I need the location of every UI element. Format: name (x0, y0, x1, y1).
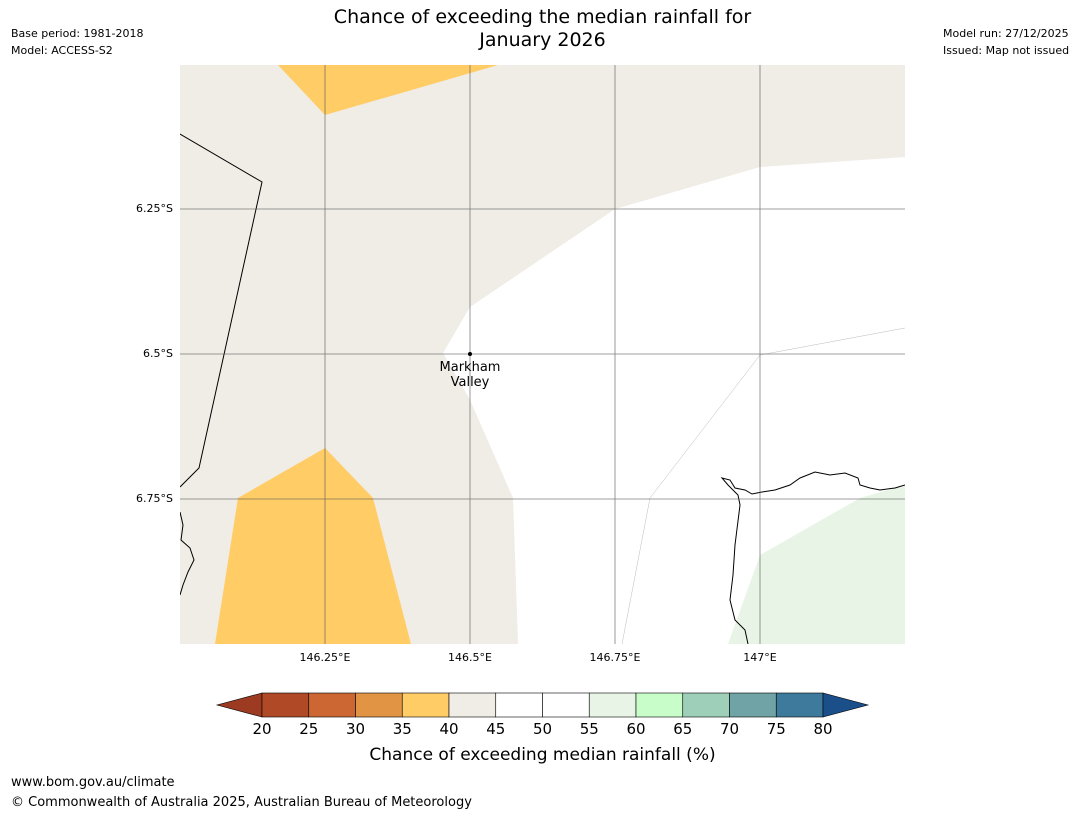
colorbar-tick-label: 80 (813, 720, 833, 738)
lat-label: 6.25°S (136, 202, 173, 215)
lon-label: 147°E (743, 651, 777, 664)
colorbar-tick-label: 75 (766, 720, 786, 738)
region-35-40-north (278, 65, 498, 115)
colorbar-tick-label: 65 (673, 720, 693, 738)
colorbar-segment (355, 692, 403, 718)
place-marker (468, 352, 472, 356)
coastline-east (720, 471, 905, 644)
colorbar-tick-label: 50 (532, 720, 553, 738)
region-45-55 (443, 157, 905, 644)
colorbar-tick-label: 30 (345, 720, 366, 738)
colorbar-segment (401, 692, 450, 718)
colorbar-extend-low (215, 692, 263, 718)
lon-label: 146.5°E (448, 651, 492, 664)
colorbar-tick-label: 70 (719, 720, 740, 738)
page-title: Chance of exceeding the median rainfall … (0, 6, 1085, 52)
model-name: Model: ACCESS-S2 (11, 44, 113, 57)
lon-label: 146.75°E (589, 651, 641, 664)
colorbar-tick-label: 35 (392, 720, 412, 738)
colorbar-segment (588, 692, 637, 718)
header-info-left: Base period: 1981-2018 Model: ACCESS-S2 (11, 25, 143, 59)
place-label: Markham Valley (425, 360, 515, 390)
title-line-1: Chance of exceeding the median rainfall … (333, 6, 752, 28)
lat-label: 6.5°S (143, 347, 173, 360)
base-period: Base period: 1981-2018 (11, 27, 144, 40)
colorbar-segment (682, 692, 730, 718)
colorbar-title: Chance of exceeding median rainfall (%) (369, 745, 716, 765)
colorbar-tick-label: 55 (579, 720, 599, 738)
colorbar-tick-label: 40 (439, 720, 459, 738)
colorbar-tick-label: 20 (252, 720, 272, 738)
colorbar-tick-label: 45 (486, 720, 506, 738)
model-run: Model run: 27/12/2025 (943, 27, 1069, 40)
place-label-line-2: Valley (450, 375, 490, 390)
place-label-line-1: Markham (439, 360, 501, 375)
region-55-60 (728, 485, 905, 644)
lat-label: 6.75°S (136, 492, 173, 505)
footer-url[interactable]: www.bom.gov.au/climate (11, 775, 175, 790)
colorbar-tick-label: 60 (626, 720, 646, 738)
colorbar-segment (495, 692, 543, 718)
colorbar-segment (775, 692, 824, 718)
colorbar-segment (729, 692, 777, 718)
title-line-2: January 2026 (479, 29, 606, 51)
colorbar-extend-high (822, 692, 870, 718)
colorbar-tick-label: 25 (299, 720, 319, 738)
coastline-west (180, 511, 195, 596)
contour-line (621, 327, 905, 644)
colorbar (215, 692, 870, 718)
colorbar-segment (261, 692, 310, 718)
issued-status: Issued: Map not issued (943, 44, 1070, 57)
colorbar-segment (635, 692, 684, 718)
region-35-40-south (215, 448, 411, 644)
colorbar-segment (308, 692, 356, 718)
header-info-right: Model run: 27/12/2025 Issued: Map not is… (943, 25, 1069, 59)
lon-label: 146.25°E (299, 651, 351, 664)
border-line (180, 133, 263, 488)
footer-copyright: © Commonwealth of Australia 2025, Austra… (11, 795, 472, 810)
colorbar-segment (542, 692, 590, 718)
colorbar-segment (448, 692, 497, 718)
